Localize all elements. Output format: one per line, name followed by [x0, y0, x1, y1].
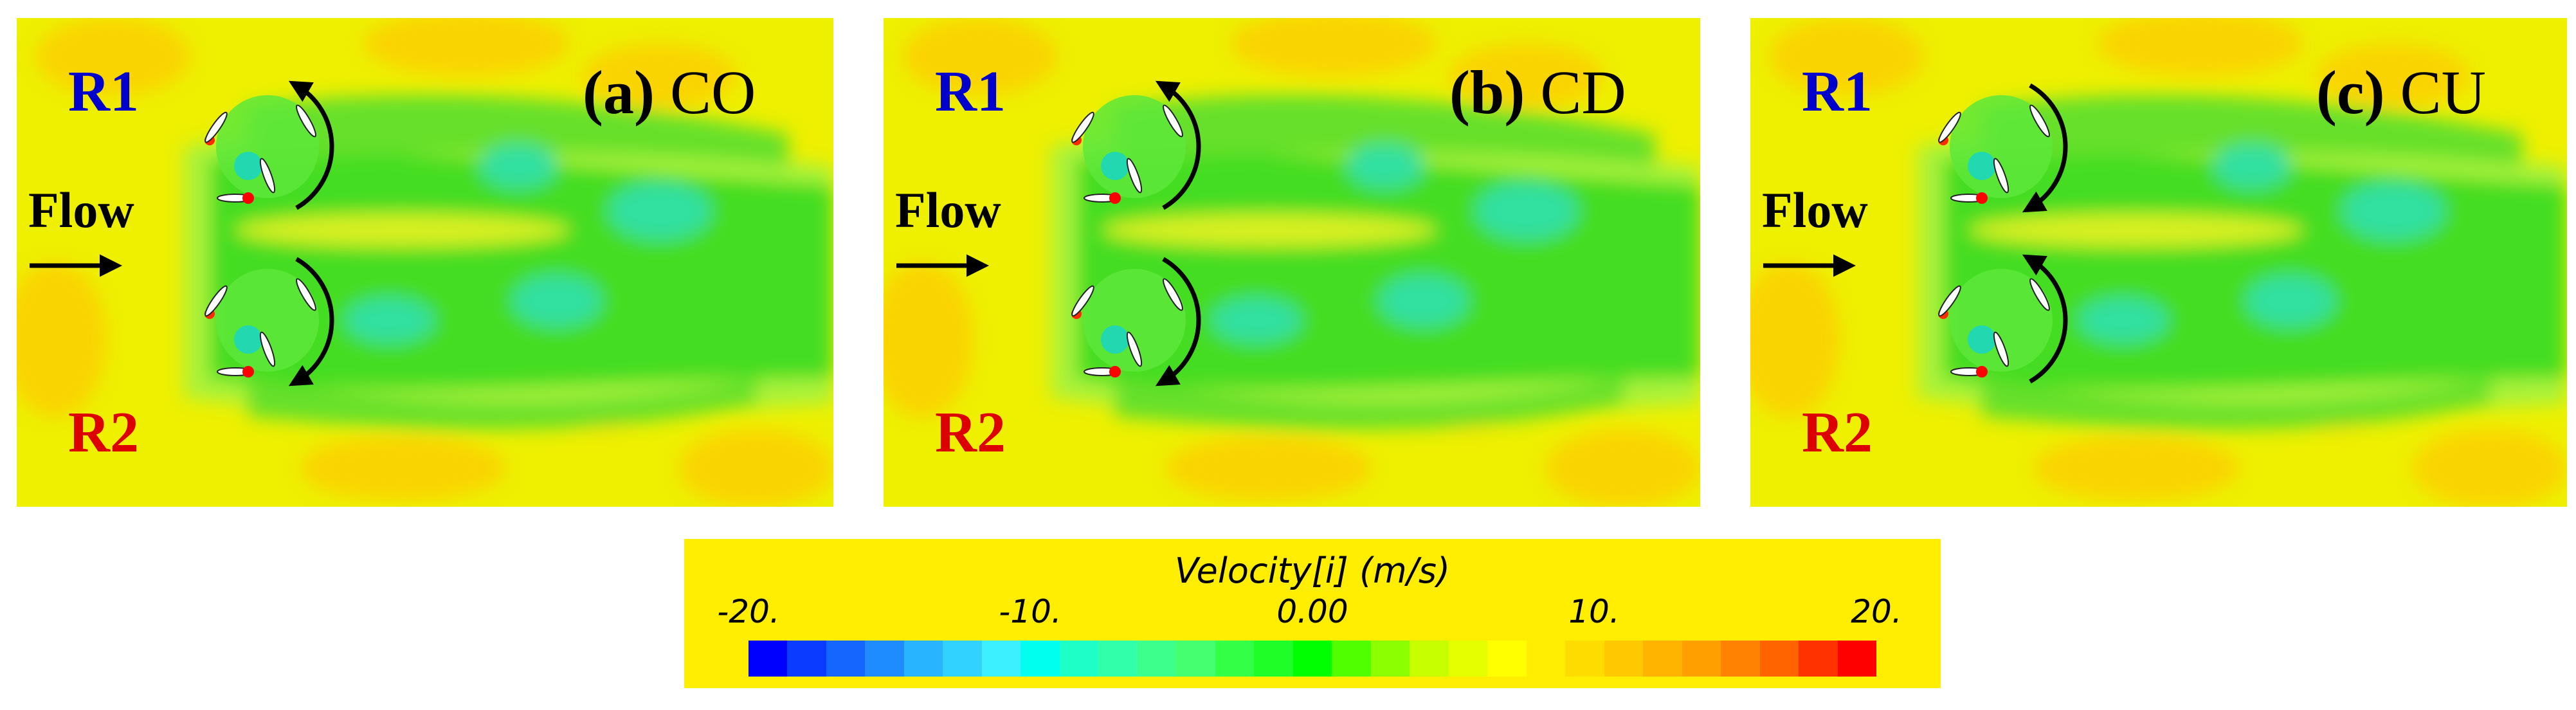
rotor-r1-label: R1: [1802, 60, 1873, 123]
legend-colorbar: [748, 641, 1877, 677]
rotor-r2: [1071, 269, 1186, 378]
legend-swatch: [981, 641, 1021, 677]
rotor-r2-label: R2: [68, 401, 139, 464]
legend-tick: 10.: [1568, 593, 1620, 630]
legend-swatch: [787, 641, 826, 677]
panel-title: (a) CO: [583, 58, 756, 127]
rotation-arrow: [2022, 254, 2068, 384]
blade: [1071, 285, 1094, 317]
flow-label: Flow: [895, 182, 1001, 238]
legend-swatch: [1137, 641, 1177, 677]
legend-swatch: [1254, 641, 1293, 677]
legend-swatch: [1332, 641, 1371, 677]
legend-swatch: [1370, 641, 1410, 677]
legend-swatch: [826, 641, 866, 677]
velocity-field-b: [884, 18, 1700, 507]
legend-swatch: [1098, 641, 1138, 677]
legend-swatch: [1059, 641, 1099, 677]
blade: [1163, 104, 1183, 138]
blade: [1993, 331, 2009, 367]
legend-swatch: [1487, 641, 1527, 677]
legend-swatch: [1682, 641, 1721, 677]
blade: [1163, 278, 1183, 311]
panel-b: R1 R2 Flow (b) CD: [884, 18, 1700, 507]
legend-tick: 20.: [1851, 593, 1902, 630]
rotation-arrow: [1155, 257, 1201, 387]
legend-swatch: [1448, 641, 1488, 677]
blade: [1938, 285, 1961, 317]
velocity-legend: Velocity[i] (m/s) -20. -10. 0.00 10. 20.: [684, 539, 1941, 688]
blade: [204, 285, 228, 317]
legend-swatch: [1799, 641, 1838, 677]
blade: [259, 158, 276, 194]
panel-title: (c) CU: [2316, 58, 2486, 127]
legend-swatch: [1215, 641, 1255, 677]
legend-swatch: [1565, 641, 1604, 677]
flow-label: Flow: [28, 182, 134, 238]
legend-swatch: [903, 641, 943, 677]
legend-swatch: [1176, 641, 1215, 677]
rotor-r1: [204, 95, 319, 204]
blade: [296, 278, 316, 311]
blade: [1126, 158, 1143, 194]
rotor-r2: [1938, 269, 2053, 378]
legend-swatch: [1721, 641, 1760, 677]
blade: [2029, 104, 2050, 138]
rotor-r2: [204, 269, 319, 378]
rotor-r1-label: R1: [68, 60, 139, 123]
flow-label: Flow: [1762, 182, 1868, 238]
legend-tick: -10.: [999, 593, 1062, 630]
blade: [1938, 111, 1961, 143]
blade: [2029, 278, 2050, 311]
legend-swatch: [748, 641, 788, 677]
legend-tick: -20.: [717, 593, 780, 630]
legend-tick: 0.00: [1276, 593, 1348, 630]
legend-swatch: [1759, 641, 1799, 677]
blade: [204, 111, 228, 143]
legend-title: Velocity[i] (m/s): [1174, 551, 1451, 591]
rotor-r1-label: R1: [935, 60, 1006, 123]
blade: [296, 104, 316, 138]
legend-swatch: [1020, 641, 1060, 677]
blade: [1993, 158, 2009, 194]
blade: [1126, 331, 1143, 367]
velocity-field-a: [17, 18, 833, 507]
legend-swatch: [943, 641, 982, 677]
rotation-arrow: [288, 257, 334, 387]
legend-swatch: [1604, 641, 1644, 677]
rotor-r1: [1071, 95, 1186, 204]
legend-swatch: [1526, 641, 1566, 677]
legend-swatch: [865, 641, 904, 677]
panel-a: R1 R2 Flow (a) CO: [17, 18, 833, 507]
panel-c: R1 R2 Flow (c) CU: [1750, 18, 2567, 507]
legend-swatch: [1837, 641, 1877, 677]
panel-title: (b) CD: [1449, 58, 1626, 127]
legend-swatch: [1293, 641, 1332, 677]
blade: [1071, 111, 1094, 143]
rotor-r2-label: R2: [1802, 401, 1873, 464]
legend-swatch: [1643, 641, 1682, 677]
rotation-arrow: [2022, 83, 2068, 213]
rotor-r1: [1938, 95, 2053, 204]
rotation-arrow: [288, 80, 334, 210]
rotation-arrow: [1155, 80, 1201, 210]
legend-swatch: [1410, 641, 1449, 677]
blade: [259, 331, 276, 367]
rotor-r2-label: R2: [935, 401, 1006, 464]
velocity-field-c: [1750, 18, 2567, 507]
